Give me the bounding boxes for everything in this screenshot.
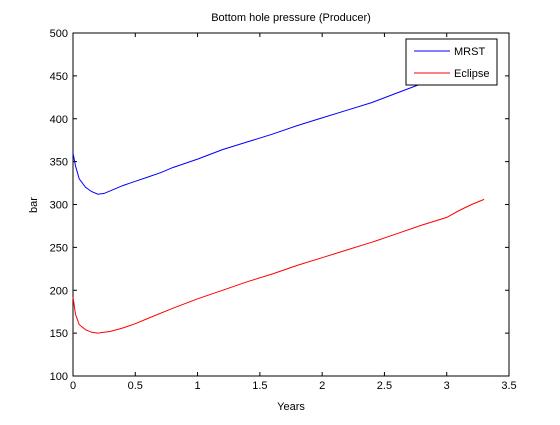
x-tick-label: 1.5 (252, 380, 267, 392)
y-axis-label: bar (28, 197, 40, 213)
series-layer (72, 71, 485, 334)
x-tick-label: 3.5 (501, 380, 516, 392)
y-tick-label: 250 (50, 242, 68, 254)
x-tick-label: 0 (70, 380, 76, 392)
y-tick-label: 500 (50, 28, 68, 40)
axis-ticks: 0 0.5 1 1.5 2 2.5 3 3.5 100 150 200 250 300 350 400 450… (50, 28, 517, 392)
y-tick-label: 200 (50, 285, 68, 297)
y-tick-label: 400 (50, 114, 68, 126)
y-tick-label: 300 (50, 200, 68, 212)
y-tick-label: 350 (50, 157, 68, 169)
legend-label-mrst: MRST (454, 46, 485, 58)
x-tick-label: 1 (195, 380, 201, 392)
x-tick-label: 3 (444, 380, 450, 392)
x-tick-label: 2 (319, 380, 325, 392)
series-line-eclipse (72, 198, 485, 334)
y-tick-label: 150 (50, 328, 68, 340)
x-tick-label: 0.5 (128, 380, 143, 392)
legend: MRST Eclipse (405, 38, 498, 86)
y-tick-label: 450 (50, 71, 68, 83)
chart-title: Bottom hole pressure (Producer) (211, 12, 371, 24)
legend-label-eclipse: Eclipse (454, 68, 489, 80)
legend-box (405, 38, 498, 86)
series-line-mrst (72, 71, 454, 195)
x-tick-label: 2.5 (377, 380, 392, 392)
x-axis-label: Years (277, 401, 305, 413)
y-tick-label: 100 (50, 371, 68, 383)
